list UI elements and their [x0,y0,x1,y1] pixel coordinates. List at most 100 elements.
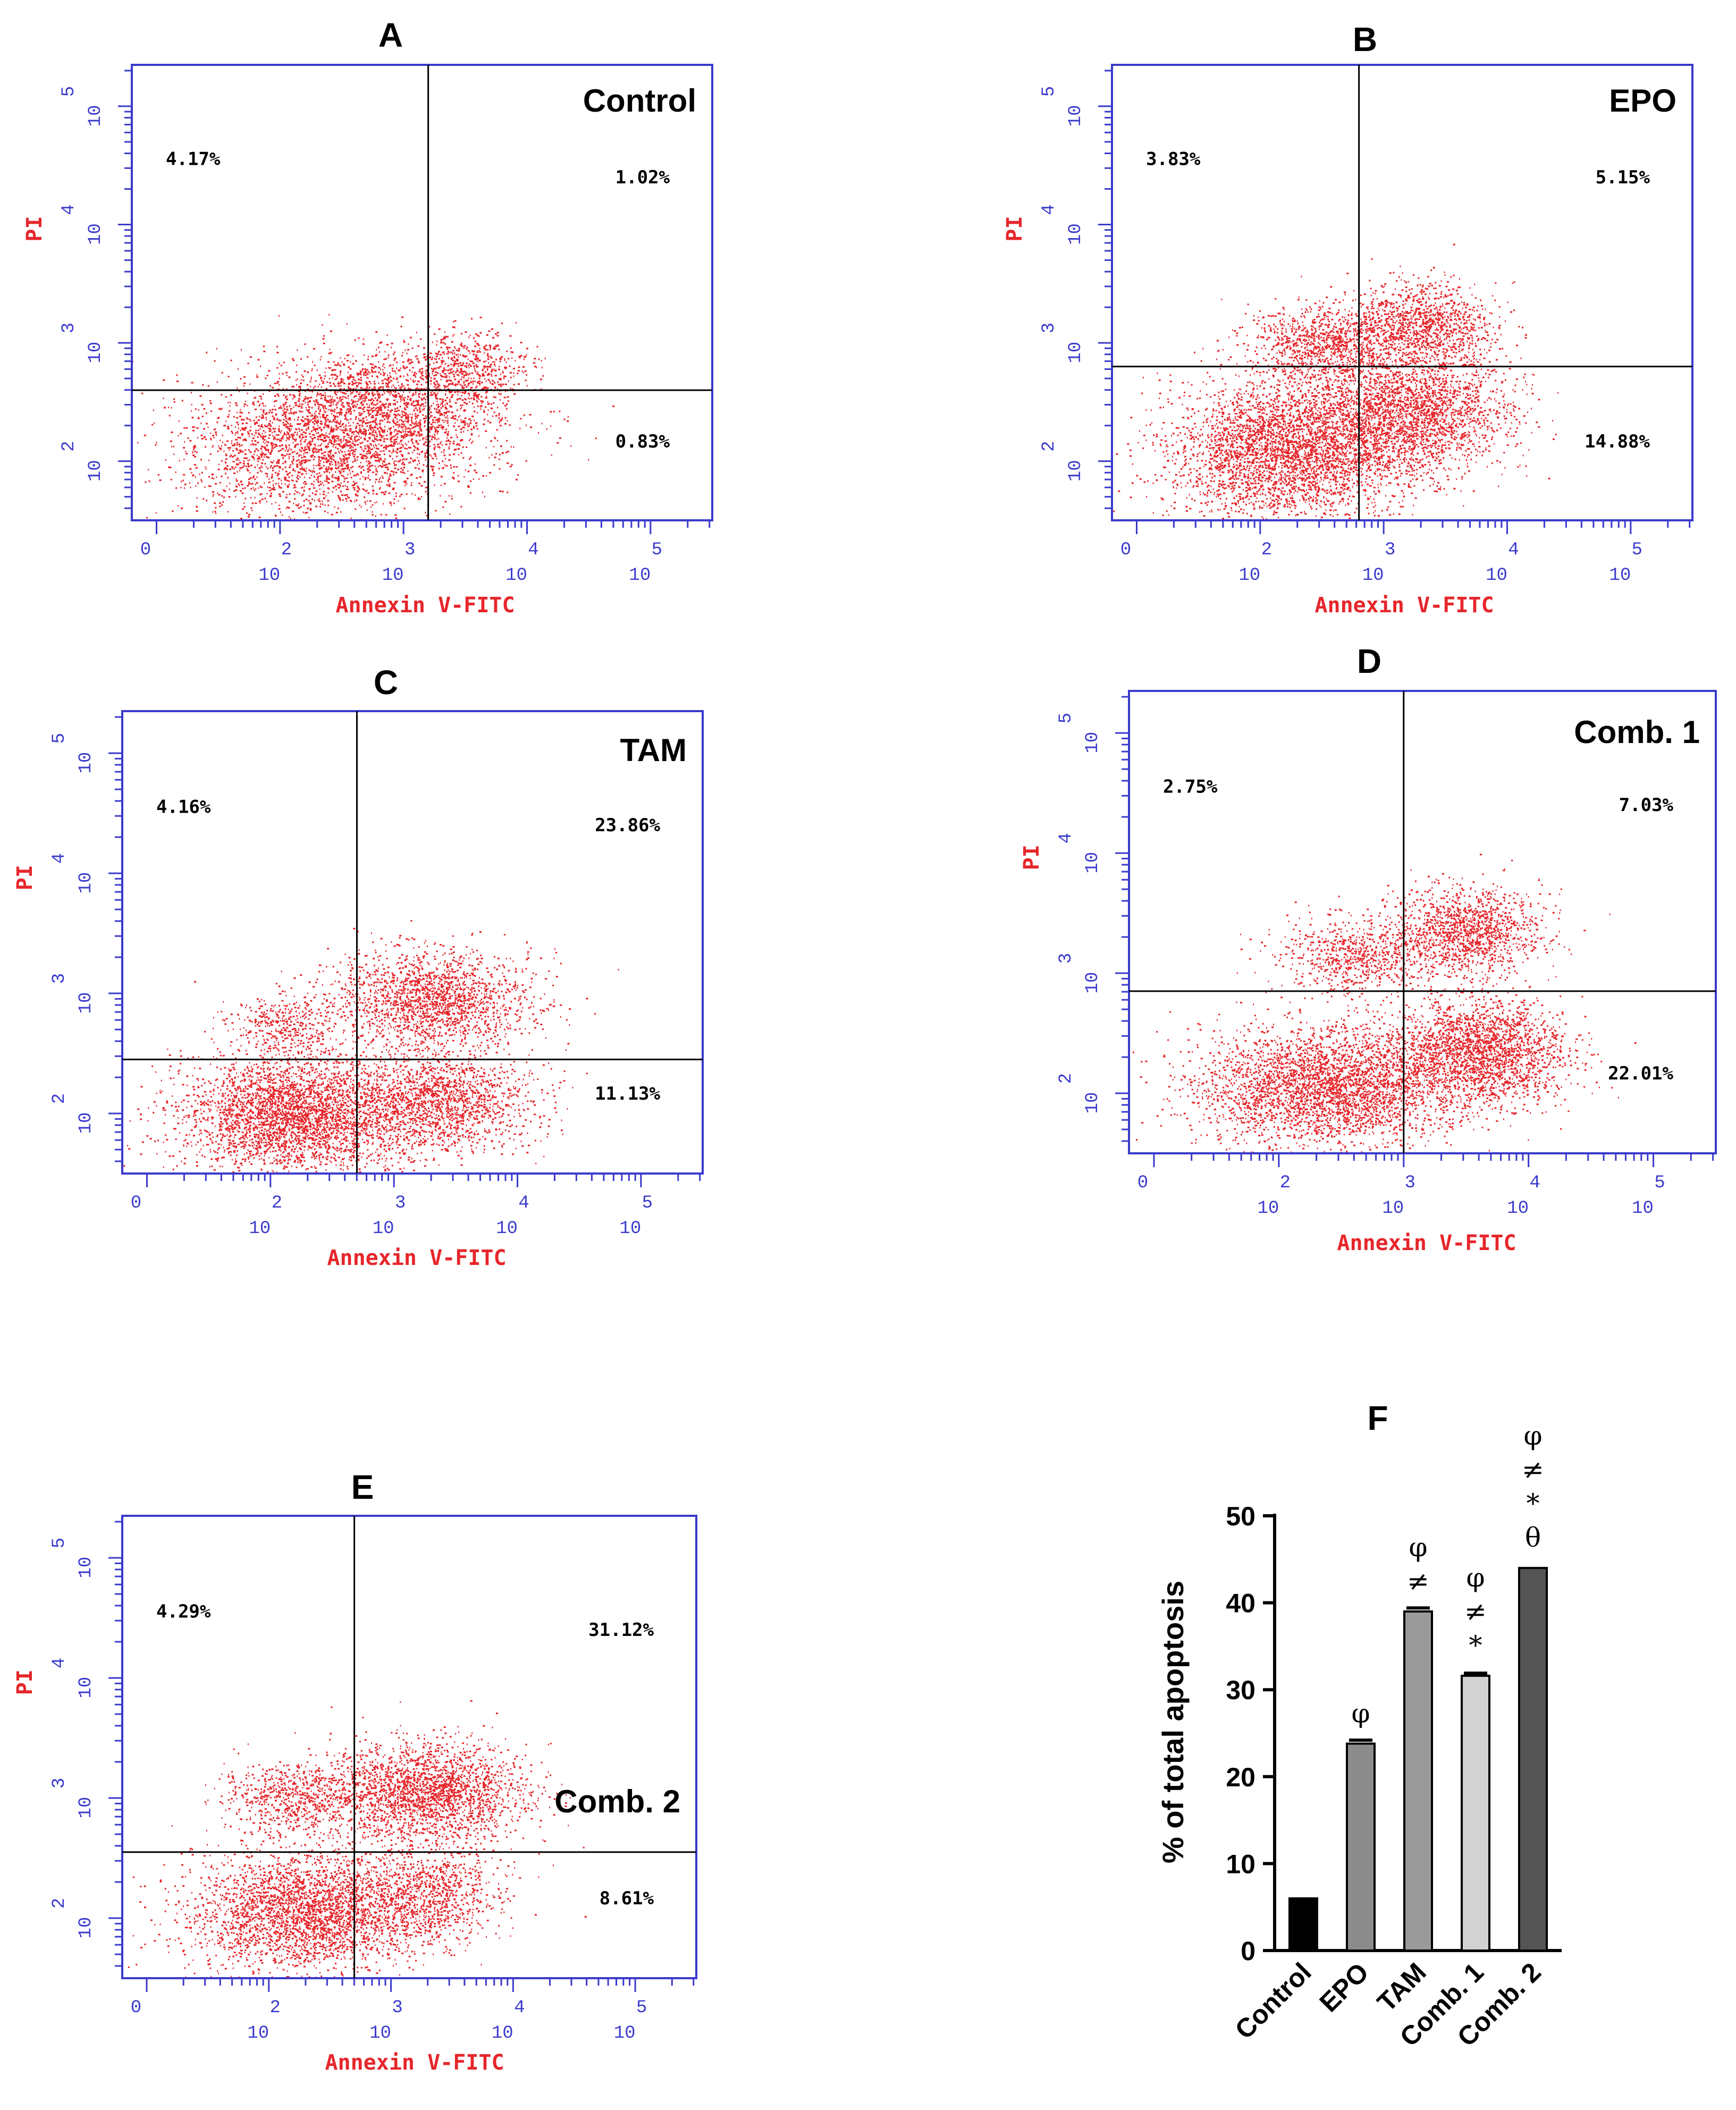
y-tick-base: 10 [86,105,106,127]
x-tick-base: 10 [1362,566,1384,586]
panel-label: A [378,16,403,54]
y-axis-ticks [108,1521,122,1967]
x-axis-label: Annexin V-FITC [335,593,515,618]
y-tick-base: 10 [1066,342,1086,364]
significance-mark: ≠ [1522,1454,1544,1485]
y-tick-base: 10 [1083,732,1103,754]
event-dots [132,314,615,520]
x-tick-exponent: 0 [140,540,151,560]
x-tick-base: 10 [1632,1199,1654,1219]
condition-label: Comb. 1 [1574,714,1700,750]
quadrant-upper-right-value: 7.03% [1619,795,1674,816]
quadrant-lower-right-value: 14.88% [1585,431,1650,452]
x-tick-exponent: 3 [1385,540,1395,560]
significance-mark: * [1527,1488,1540,1519]
x-tick-exponent: 3 [404,540,415,560]
quadrant-upper-right-value: 23.86% [595,815,660,836]
event-density [123,920,619,1174]
quadrant-upper-left-value: 4.17% [166,149,221,170]
x-tick-exponent: 0 [1120,540,1131,560]
y-tick-base: 10 [1083,852,1103,874]
quadrant-lower-right-value: 8.61% [600,1888,654,1909]
x-tick-exponent: 5 [642,1193,653,1213]
y-axis-label: PI [13,865,37,890]
y-tick-exponent: 5 [1056,713,1076,723]
y-tick-exponent: 3 [49,1778,70,1788]
y-tick-exponent: 3 [59,323,79,333]
y-axis-label: PI [13,1669,37,1695]
x-tick-exponent: 3 [1405,1173,1415,1193]
x-tick-exponent: 2 [270,1998,281,2018]
y-tick-base: 10 [76,992,96,1014]
y-tick-exponent: 5 [1039,86,1059,97]
bar-epo [1346,1742,1376,1952]
x-tick-exponent: 4 [518,1193,529,1213]
panel-label: B [1353,20,1377,58]
x-tick-exponent: 0 [1137,1173,1148,1193]
panel-label: C [374,663,398,702]
x-tick-base: 10 [382,566,404,586]
x-axis-ticks [155,520,711,534]
x-axis-ticks [146,1174,701,1187]
y-tick-exponent: 4 [59,204,79,215]
quadrant-upper-left-value: 2.75% [1163,776,1218,797]
y-tick-base: 10 [76,1112,96,1134]
plot-frame [121,710,704,1175]
x-tick-base: 10 [492,2023,513,2044]
y-tick-label: 20 [1226,1762,1255,1792]
x-axis-label: Annexin V-FITC [327,1246,506,1270]
x-tick-base: 10 [1609,566,1631,586]
quadrant-upper-right-value: 5.15% [1596,167,1650,188]
x-tick-base: 10 [1486,566,1507,586]
bar-comb-1 [1461,1675,1490,1952]
x-tick-base: 10 [614,2023,636,2044]
y-tick-base: 10 [76,1797,96,1819]
significance-mark: φ [1523,1420,1542,1451]
x-tick-exponent: 4 [528,540,538,560]
quadrant-lower-right-value: 0.83% [616,431,670,452]
bar-tam [1403,1610,1433,1952]
x-tick-exponent: 5 [636,1998,647,2018]
event-dots [128,1700,587,1978]
y-axis-ticks [118,70,132,509]
y-tick-base: 10 [1083,1092,1103,1114]
significance-mark: φ [1466,1562,1485,1593]
y-tick-exponent: 2 [59,441,79,451]
quadrant-lower-right-value: 22.01% [1608,1063,1673,1084]
event-dots [123,920,619,1174]
apoptosis-bar-chart: F 0 10 20 30 40 50 % of total apoptosis Control φ… [1156,1399,1562,2052]
y-tick-base: 10 [76,752,96,774]
x-tick-exponent: 3 [392,1998,402,2018]
y-tick-base: 10 [76,1677,96,1699]
y-tick-base: 10 [86,342,106,364]
x-tick-exponent: 4 [514,1998,525,2018]
event-density [1113,243,1622,520]
event-dots [1113,243,1622,520]
x-axis-ticks [1135,520,1691,534]
y-tick-base: 10 [86,223,106,245]
condition-label: Comb. 2 [554,1784,680,1819]
category-label: Control [1229,1957,1317,2045]
x-tick-exponent: 2 [1261,540,1272,560]
plot-frame [131,64,713,521]
y-tick-exponent: 2 [49,1093,70,1104]
y-tick-base: 10 [76,1917,96,1939]
panel-label: F [1367,1399,1388,1437]
y-axis-label: PI [1002,216,1027,241]
y-axis-ticks [1098,70,1112,509]
y-tick-label: 50 [1226,1501,1255,1531]
y-axis-label: PI [1019,845,1044,870]
y-tick-base: 10 [86,460,106,482]
x-tick-exponent: 5 [1632,540,1642,560]
x-tick-base: 10 [258,566,280,586]
x-tick-base: 10 [369,2023,391,2044]
x-axis-label: Annexin V-FITC [325,2050,504,2075]
y-tick-label: 0 [1241,1936,1255,1966]
x-tick-exponent: 3 [395,1193,406,1213]
category-label: EPO [1314,1957,1375,2018]
condition-label: EPO [1609,83,1676,119]
y-tick-exponent: 5 [59,86,79,97]
